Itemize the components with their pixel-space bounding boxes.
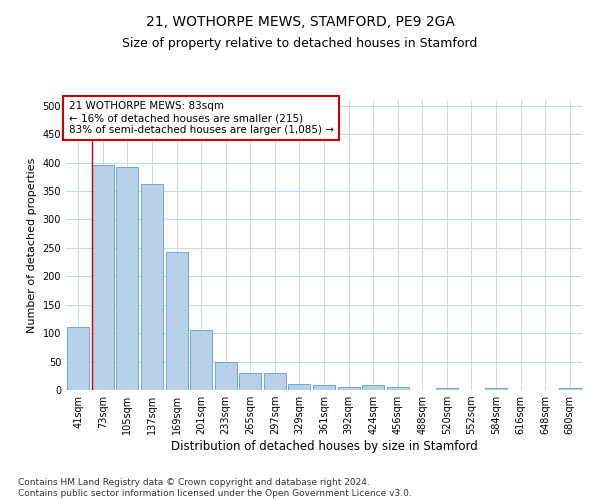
Text: 21, WOTHORPE MEWS, STAMFORD, PE9 2GA: 21, WOTHORPE MEWS, STAMFORD, PE9 2GA bbox=[146, 15, 454, 29]
Bar bbox=[289, 384, 310, 390]
Bar bbox=[215, 362, 237, 390]
Bar bbox=[362, 386, 384, 390]
Text: 21 WOTHORPE MEWS: 83sqm
← 16% of detached houses are smaller (215)
83% of semi-d: 21 WOTHORPE MEWS: 83sqm ← 16% of detache… bbox=[68, 102, 334, 134]
Bar bbox=[386, 387, 409, 390]
Bar bbox=[166, 252, 188, 390]
Bar bbox=[67, 328, 89, 390]
Bar bbox=[141, 184, 163, 390]
Bar bbox=[116, 166, 139, 390]
Bar bbox=[313, 386, 335, 390]
Bar bbox=[559, 388, 581, 390]
Bar bbox=[264, 373, 286, 390]
Text: Size of property relative to detached houses in Stamford: Size of property relative to detached ho… bbox=[122, 38, 478, 51]
Bar bbox=[239, 373, 262, 390]
Y-axis label: Number of detached properties: Number of detached properties bbox=[27, 158, 37, 332]
Bar bbox=[92, 166, 114, 390]
Bar bbox=[485, 388, 507, 390]
Bar bbox=[190, 330, 212, 390]
Bar bbox=[436, 388, 458, 390]
Text: Contains HM Land Registry data © Crown copyright and database right 2024.
Contai: Contains HM Land Registry data © Crown c… bbox=[18, 478, 412, 498]
Bar bbox=[338, 387, 359, 390]
X-axis label: Distribution of detached houses by size in Stamford: Distribution of detached houses by size … bbox=[170, 440, 478, 453]
